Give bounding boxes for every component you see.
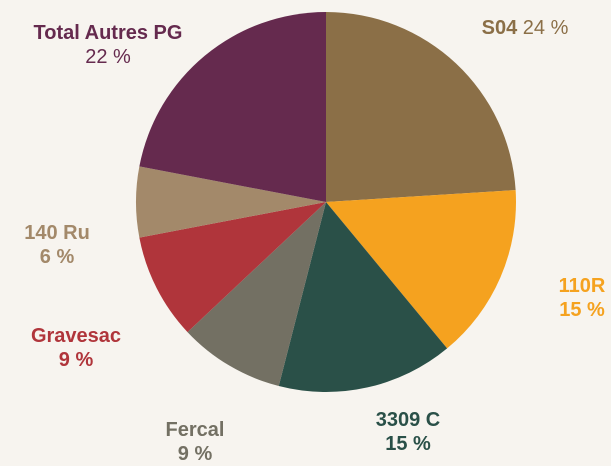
slice-label: 140 Ru 6 % (7, 221, 107, 269)
slice-name: Gravesac (30, 325, 122, 347)
slice-value: 22 % (85, 46, 131, 68)
slice-label: S04 24 % (445, 16, 605, 40)
slice-label: 110R 15 % (552, 274, 611, 322)
pie-slice (139, 12, 326, 202)
slice-name: Fercal (165, 419, 225, 441)
slice-label: Fercal 9 % (145, 418, 245, 466)
slice-value: 9 % (58, 349, 94, 371)
pie-slice (326, 12, 516, 202)
slice-value: 15 % (385, 433, 431, 455)
slice-label: 3309 C 15 % (358, 408, 458, 456)
pie-slice (187, 202, 326, 387)
slice-name: 110R (558, 275, 606, 297)
pie-slice (278, 202, 448, 393)
slice-name: Total Autres PG (33, 22, 183, 44)
slice-value: 24 % (522, 17, 569, 39)
pie-slice (139, 202, 326, 333)
pie-slice (136, 166, 326, 238)
slice-value: 9 % (177, 443, 213, 465)
slice-value: 6 % (39, 246, 75, 268)
slice-name: 140 Ru (24, 222, 90, 244)
slice-name: S04 (481, 17, 518, 39)
pie-slice (326, 190, 516, 349)
slice-label: Gravesac 9 % (16, 324, 136, 372)
slice-label: Total Autres PG 22 % (33, 21, 183, 69)
slice-name: 3309 C (375, 409, 441, 431)
slice-value: 15 % (559, 299, 605, 321)
